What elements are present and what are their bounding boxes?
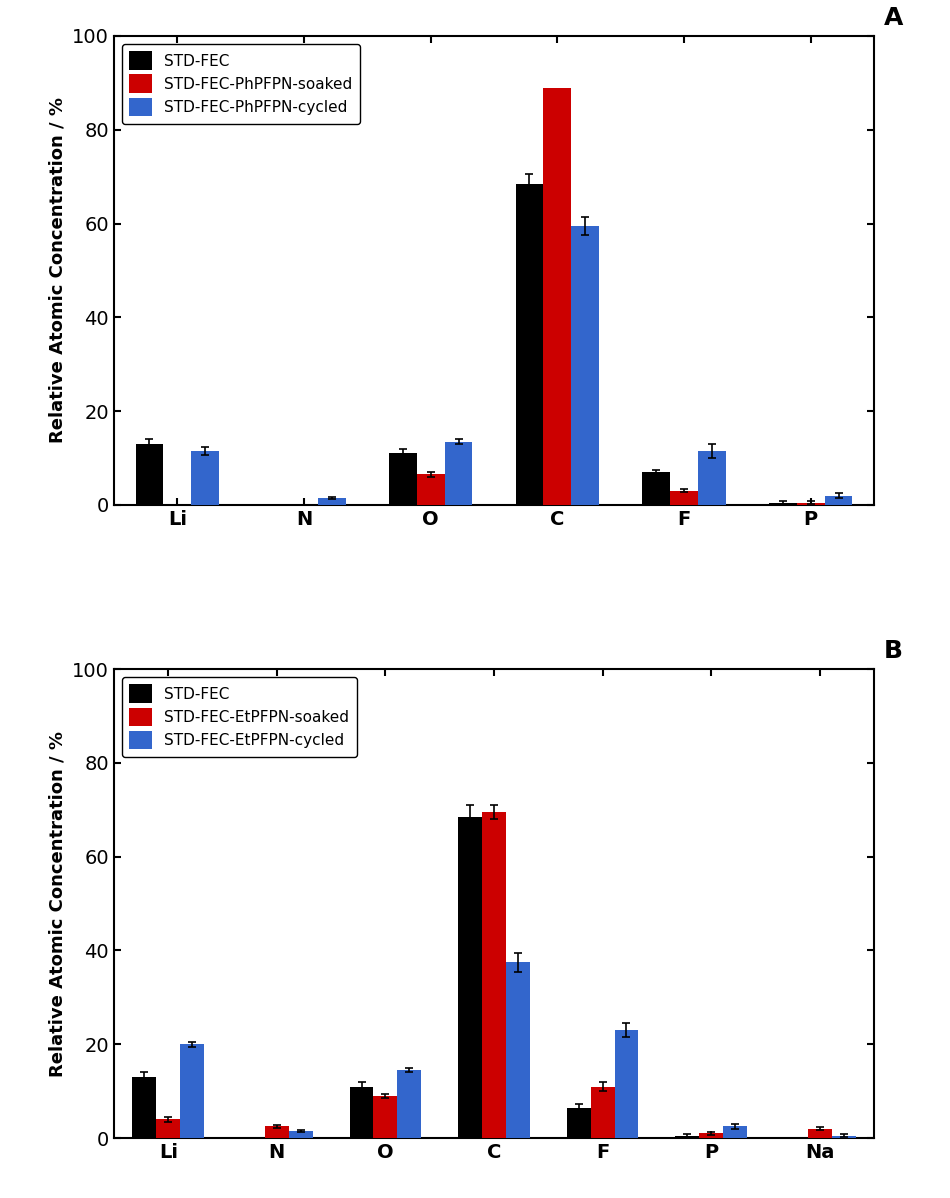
Bar bbox=[289, 1131, 313, 1138]
Bar bbox=[157, 1119, 180, 1138]
Bar bbox=[567, 1108, 591, 1138]
Bar bbox=[136, 444, 163, 504]
Bar bbox=[675, 1136, 699, 1138]
Bar bbox=[516, 183, 543, 504]
Bar bbox=[615, 1030, 638, 1138]
Bar bbox=[642, 472, 670, 504]
Text: A: A bbox=[884, 6, 902, 30]
Bar bbox=[670, 491, 698, 504]
Bar bbox=[808, 1129, 831, 1138]
Bar bbox=[458, 817, 482, 1138]
Bar bbox=[769, 503, 797, 504]
Bar bbox=[373, 1096, 397, 1138]
Bar bbox=[825, 496, 852, 504]
Bar bbox=[831, 1136, 856, 1138]
Bar bbox=[723, 1126, 747, 1138]
Y-axis label: Relative Atomic Concentration / %: Relative Atomic Concentration / % bbox=[48, 731, 66, 1077]
Bar bbox=[265, 1126, 289, 1138]
Bar bbox=[699, 1133, 723, 1138]
Bar bbox=[417, 474, 445, 504]
Bar bbox=[797, 503, 825, 504]
Bar bbox=[591, 1087, 615, 1138]
Legend: STD-FEC, STD-FEC-EtPFPN-soaked, STD-FEC-EtPFPN-cycled: STD-FEC, STD-FEC-EtPFPN-soaked, STD-FEC-… bbox=[122, 677, 357, 757]
Bar bbox=[571, 226, 599, 504]
Bar bbox=[132, 1077, 157, 1138]
Bar bbox=[397, 1070, 421, 1138]
Y-axis label: Relative Atomic Concentration / %: Relative Atomic Concentration / % bbox=[48, 97, 66, 443]
Text: B: B bbox=[884, 639, 902, 664]
Bar bbox=[318, 498, 346, 504]
Bar bbox=[350, 1087, 373, 1138]
Bar bbox=[191, 450, 219, 504]
Legend: STD-FEC, STD-FEC-PhPFPN-soaked, STD-FEC-PhPFPN-cycled: STD-FEC, STD-FEC-PhPFPN-soaked, STD-FEC-… bbox=[122, 43, 360, 123]
Bar bbox=[482, 812, 506, 1138]
Bar bbox=[543, 87, 571, 504]
Bar bbox=[506, 962, 530, 1138]
Bar bbox=[445, 442, 472, 504]
Bar bbox=[180, 1045, 204, 1138]
Bar bbox=[698, 450, 726, 504]
Bar bbox=[389, 453, 417, 504]
